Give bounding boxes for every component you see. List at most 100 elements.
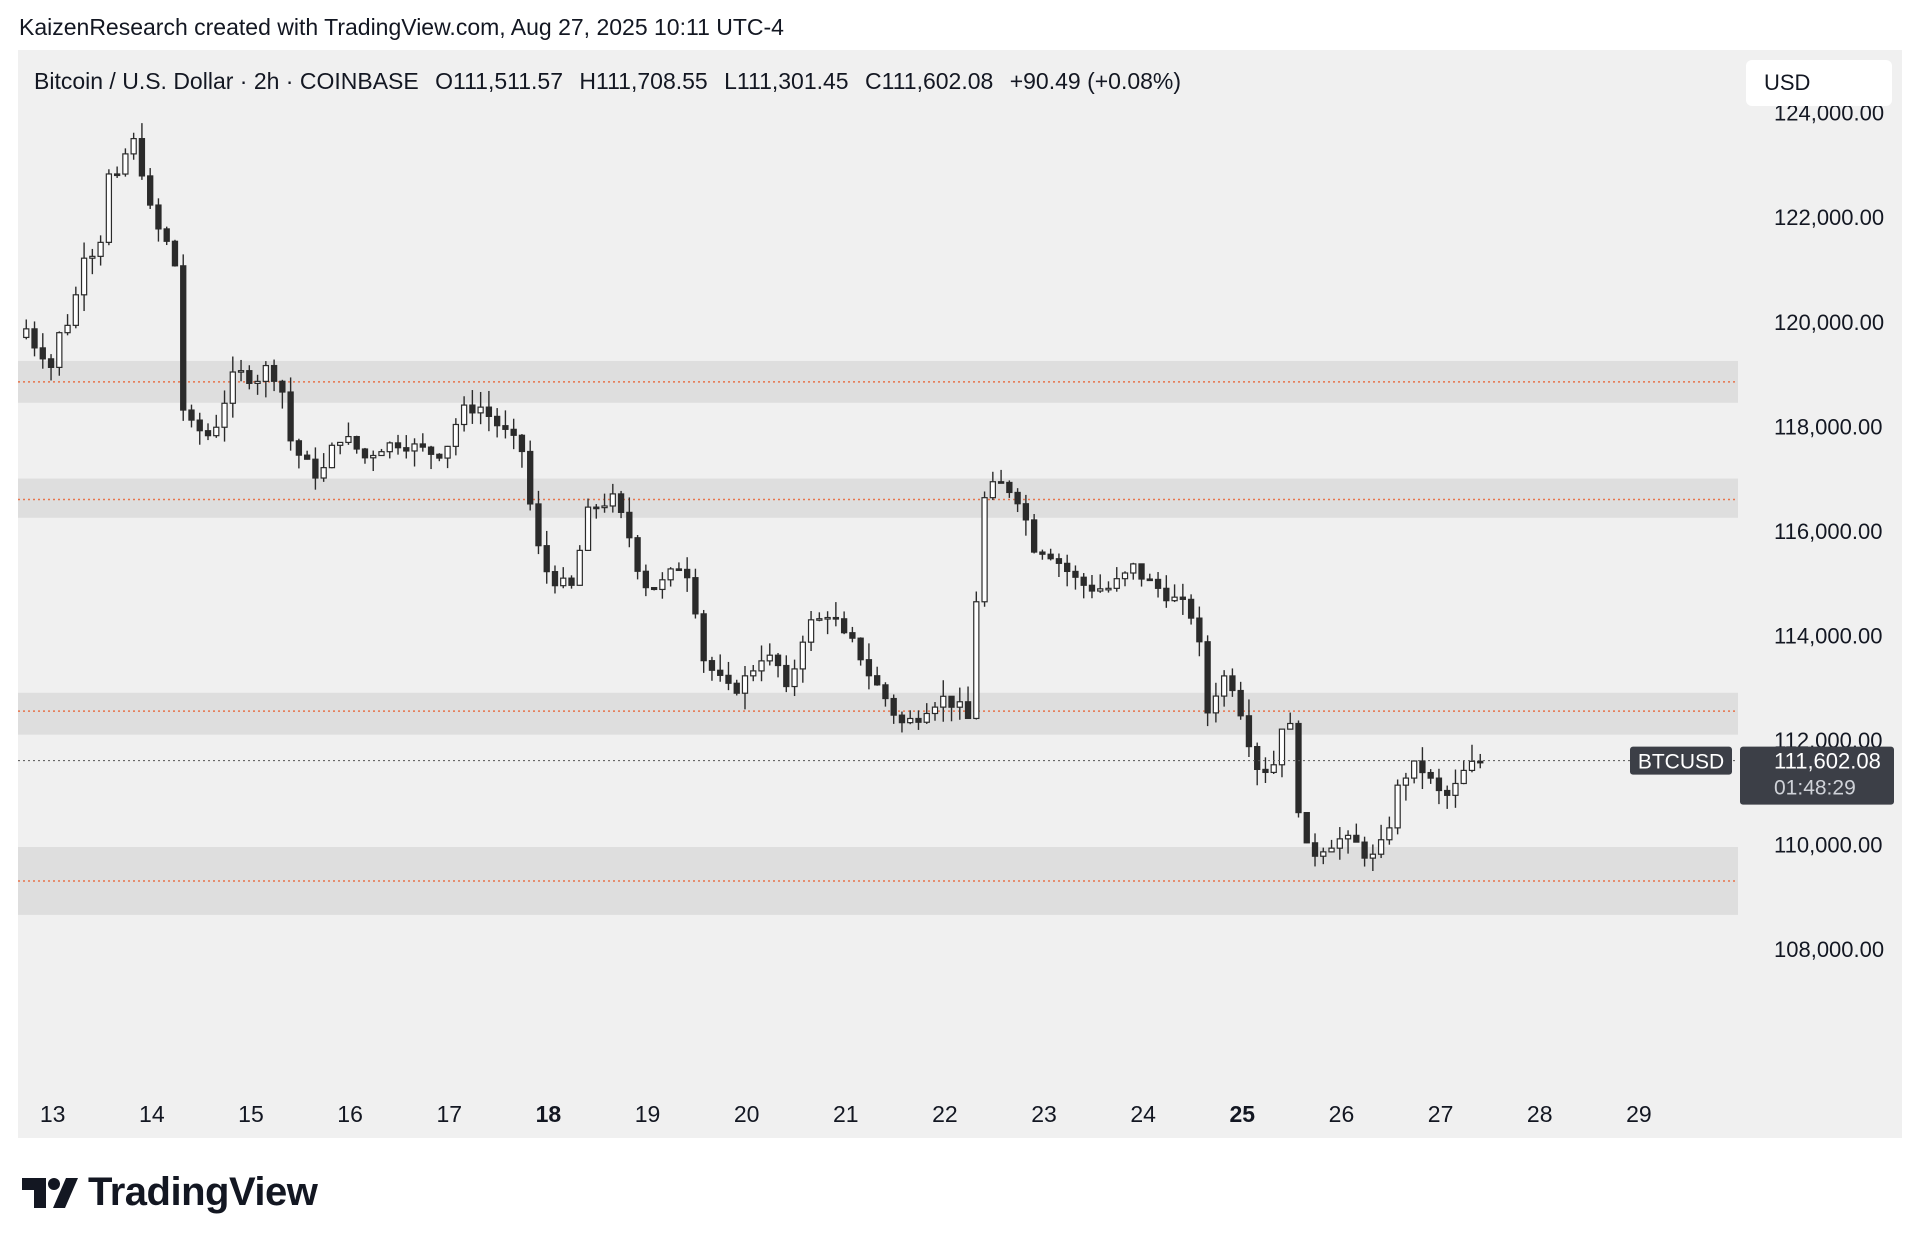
candle-body: [1369, 853, 1377, 859]
candle-body: [560, 577, 567, 587]
candle-body: [675, 568, 683, 572]
candle-body: [188, 409, 195, 421]
candle-body: [923, 712, 930, 723]
candle-body: [626, 511, 633, 539]
candle-body: [477, 406, 484, 414]
candle-body: [717, 669, 724, 676]
candle-body: [1460, 769, 1467, 785]
currency-selector[interactable]: USD: [1746, 60, 1892, 106]
candle-body: [328, 444, 336, 469]
candle-body: [634, 537, 641, 572]
candle-body: [783, 664, 790, 688]
candle-body: [948, 695, 955, 708]
candle-body: [386, 442, 393, 453]
candle-body: [295, 440, 303, 456]
candle-body: [898, 714, 906, 724]
candle-body: [1435, 777, 1443, 792]
legend-change: +90.49 (+0.08%): [1009, 68, 1182, 94]
candle-body: [221, 402, 228, 428]
candle-body: [551, 571, 559, 587]
candle-body: [535, 503, 542, 547]
candle-body: [337, 441, 344, 446]
chart-panel[interactable]: 124,000.00 122,000.00 120,000.00 118,000.00…: [18, 50, 1902, 1138]
candle-body: [543, 545, 550, 573]
candle-body: [849, 632, 856, 639]
candle-body: [1336, 838, 1343, 849]
candle-body: [138, 138, 146, 177]
x-tick-label-5: 18: [536, 1101, 562, 1127]
chart-credit: KaizenResearch created with TradingView.…: [19, 14, 784, 40]
candle-body: [279, 380, 286, 393]
candle-body: [493, 415, 501, 427]
candle-body: [1295, 722, 1302, 814]
candle-body: [617, 493, 625, 513]
candle-body: [1080, 576, 1087, 586]
candle-body: [105, 173, 113, 243]
x-tick-label-4: 17: [436, 1101, 462, 1127]
candle-body: [303, 454, 311, 460]
candle-body: [1030, 519, 1038, 553]
legend-symbol: Bitcoin / U.S. Dollar · 2h · COINBASE: [34, 68, 419, 94]
x-tick-label-0: 13: [40, 1101, 66, 1127]
candle-body: [1105, 587, 1112, 591]
candle-body: [1097, 588, 1104, 592]
candlestick-chart[interactable]: 124,000.00122,000.00120,000.00118,000.00…: [18, 50, 1902, 1138]
candle-body: [1287, 722, 1294, 730]
candle-body: [246, 370, 253, 384]
candle-body: [287, 391, 294, 442]
candle-body: [1163, 587, 1170, 602]
candle-body: [1262, 768, 1269, 774]
candle-body: [568, 577, 575, 586]
candle-body: [1212, 695, 1220, 714]
candle-body: [890, 697, 897, 716]
x-tick-label-15: 28: [1527, 1101, 1553, 1127]
candle-body: [229, 371, 236, 404]
candle-body: [237, 370, 245, 373]
candle-body: [1394, 784, 1401, 829]
candle-body: [163, 228, 170, 242]
candle-body: [1477, 760, 1484, 764]
candle-body: [1187, 598, 1195, 619]
candle-body: [1220, 675, 1228, 697]
candle-body: [1328, 847, 1335, 853]
candle-body: [750, 670, 757, 677]
candle-body: [807, 619, 815, 643]
candle-body: [1088, 584, 1096, 592]
candle-body: [1022, 503, 1030, 521]
candle-body: [700, 613, 707, 662]
y-tick-label-5: 114,000.00: [1774, 623, 1882, 648]
candle-body: [650, 587, 658, 591]
candle-body: [997, 481, 1005, 484]
x-tick-label-13: 26: [1329, 1101, 1355, 1127]
symbol-tag-label: BTCUSD: [1638, 751, 1724, 774]
candle-body: [981, 497, 988, 603]
legend-high: H111,708.55: [579, 68, 708, 94]
candle-body: [1303, 811, 1310, 844]
candle-body: [378, 451, 385, 457]
bar-countdown: 01:48:29: [1774, 777, 1856, 800]
candle-body: [361, 448, 369, 459]
candle-body: [444, 445, 451, 459]
candle-body: [758, 660, 765, 672]
candle-body: [1410, 760, 1418, 779]
candle-body: [1278, 728, 1286, 766]
candle-body: [1386, 827, 1393, 841]
candle-body: [642, 570, 650, 589]
y-tick-label-8: 108,000.00: [1774, 937, 1884, 962]
candle-body: [56, 332, 63, 368]
candle-body: [39, 347, 46, 360]
candle-body: [774, 654, 782, 667]
candle-body: [419, 443, 426, 448]
candle-body: [857, 637, 864, 661]
x-tick-label-1: 14: [139, 1101, 165, 1127]
candle-body: [1006, 481, 1013, 494]
zone-band-2: [18, 692, 1738, 735]
candle-body: [659, 579, 666, 591]
candle-body: [907, 717, 914, 724]
x-tick-label-12: 25: [1230, 1101, 1256, 1127]
candle-body: [766, 654, 773, 662]
candle-body: [1072, 570, 1079, 578]
candle-body: [832, 616, 840, 620]
candle-body: [973, 601, 980, 720]
candle-body: [1039, 551, 1046, 555]
